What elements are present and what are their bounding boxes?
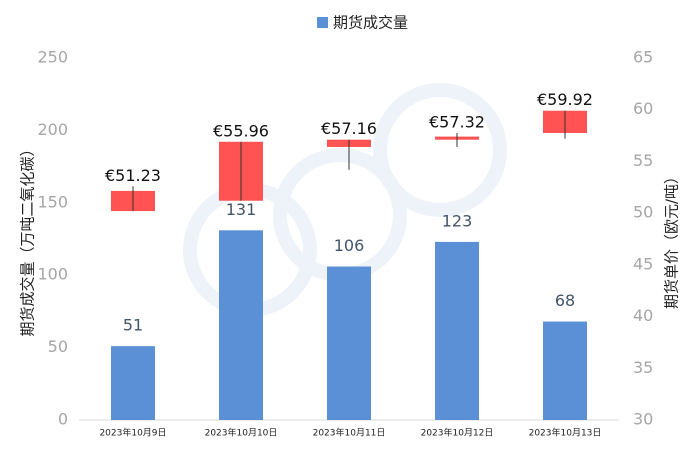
x-tick-label: 2023年10月12日: [421, 427, 494, 439]
bar-value-label: 68: [555, 291, 575, 310]
price-label: €57.32: [429, 112, 485, 131]
bar: [543, 321, 587, 420]
y-tick-label: 250: [37, 48, 68, 67]
y-tick-label: 150: [37, 192, 68, 211]
y2-tick-label: 50: [633, 203, 653, 222]
y2-tick-label: 35: [633, 358, 653, 377]
price-label: €59.92: [537, 90, 593, 109]
y-tick-label: 200: [37, 120, 68, 139]
bar-value-label: 123: [442, 211, 473, 230]
y2-tick-label: 60: [633, 99, 653, 118]
y2-tick-label: 45: [633, 254, 653, 273]
bar: [327, 266, 371, 420]
y2-axis-title: 期货单价（欧元/吨）: [663, 169, 681, 309]
y2-tick-label: 55: [633, 151, 653, 170]
price-label: €51.23: [105, 166, 161, 185]
bar-value-label: 131: [226, 200, 257, 219]
x-tick-label: 2023年10月13日: [529, 427, 602, 439]
watermark: [373, 83, 507, 217]
bar: [219, 230, 263, 420]
x-tick-label: 2023年10月10日: [205, 427, 278, 439]
bar-value-label: 106: [334, 236, 365, 255]
price-label: €57.16: [321, 119, 377, 138]
y-axis-title: 期货成交量（万吨二氧化碳）: [19, 141, 37, 336]
y2-tick-label: 30: [633, 410, 653, 429]
y-tick-label: 50: [48, 337, 68, 356]
legend-label: 期货成交量: [333, 14, 408, 32]
y-tick-label: 0: [58, 410, 68, 429]
bar: [435, 241, 479, 420]
legend-swatch: [317, 17, 328, 28]
x-tick-label: 2023年10月11日: [313, 427, 386, 439]
bar: [111, 346, 155, 420]
y2-tick-label: 65: [633, 48, 653, 67]
y-tick-label: 100: [37, 265, 68, 284]
price-label: €55.96: [213, 121, 269, 140]
y2-tick-label: 40: [633, 306, 653, 325]
x-tick-label: 2023年10月9日: [99, 427, 166, 439]
bar-value-label: 51: [123, 316, 143, 335]
